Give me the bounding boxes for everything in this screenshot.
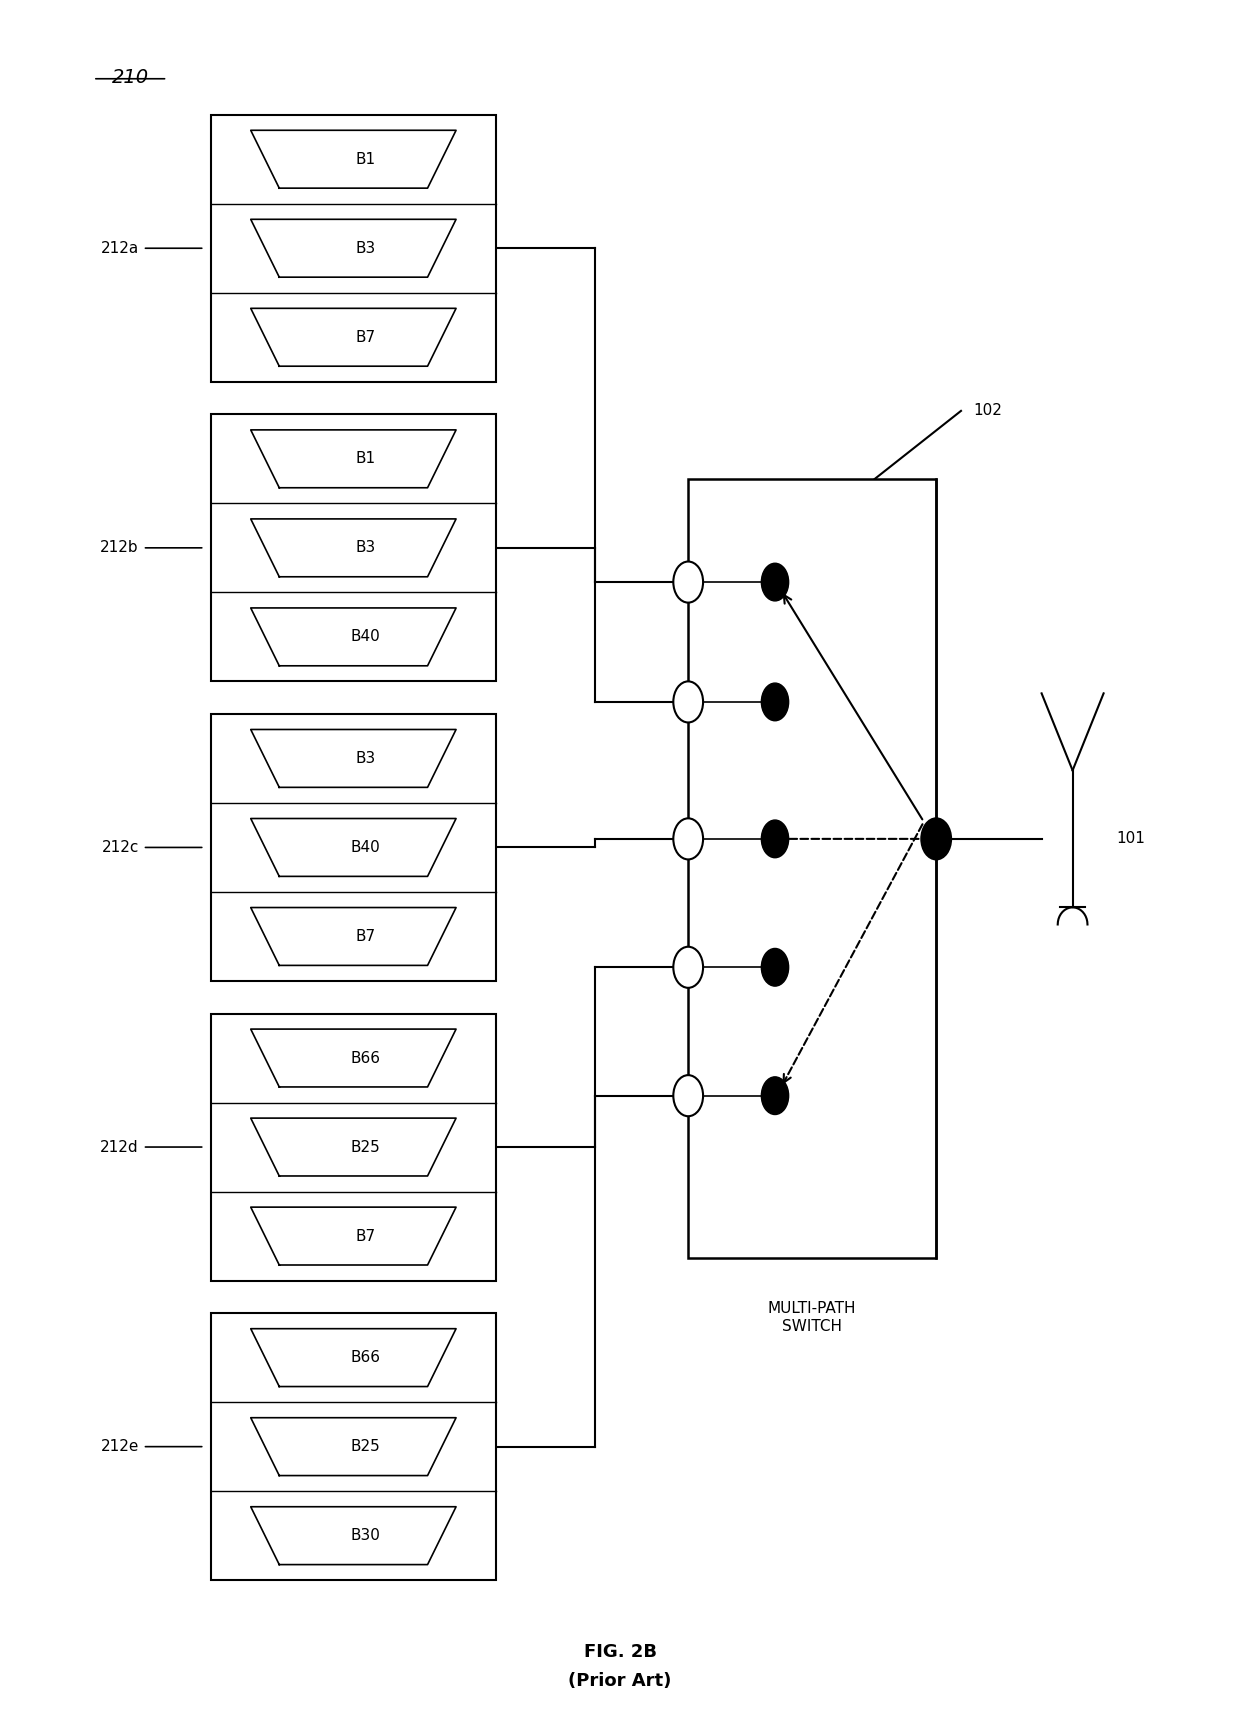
Circle shape [761, 820, 789, 858]
Text: 212d: 212d [100, 1140, 139, 1154]
Circle shape [761, 563, 789, 601]
Text: B1: B1 [356, 152, 376, 166]
Text: B7: B7 [356, 1229, 376, 1243]
Text: (Prior Art): (Prior Art) [568, 1673, 672, 1690]
Text: 102: 102 [973, 404, 1002, 418]
Text: 212a: 212a [100, 241, 139, 255]
Circle shape [761, 1077, 789, 1115]
Bar [211, 714, 496, 981]
Text: B25: B25 [351, 1140, 381, 1154]
Text: B40: B40 [351, 630, 381, 644]
Circle shape [673, 947, 703, 988]
Circle shape [761, 948, 789, 986]
Text: 212c: 212c [102, 841, 139, 854]
Circle shape [761, 683, 789, 721]
Bar [211, 115, 496, 382]
Text: B7: B7 [356, 930, 376, 943]
Text: 212e: 212e [100, 1440, 139, 1453]
Bar [211, 1014, 496, 1281]
Text: B3: B3 [356, 541, 376, 555]
Bar [211, 1313, 496, 1580]
Text: B7: B7 [356, 330, 376, 344]
Text: 101: 101 [1116, 832, 1145, 846]
Text: B25: B25 [351, 1440, 381, 1453]
Text: B40: B40 [351, 841, 381, 854]
Text: B66: B66 [351, 1351, 381, 1364]
Text: B66: B66 [351, 1051, 381, 1065]
Bar [688, 479, 936, 1258]
Text: B1: B1 [356, 452, 376, 466]
Circle shape [673, 1075, 703, 1116]
Text: B30: B30 [351, 1529, 381, 1543]
Text: FIG. 2B: FIG. 2B [584, 1644, 656, 1661]
Text: B3: B3 [356, 752, 376, 765]
Circle shape [673, 681, 703, 722]
Circle shape [673, 562, 703, 603]
Bar [211, 414, 496, 681]
Text: 210: 210 [112, 68, 149, 87]
Text: 212b: 212b [100, 541, 139, 555]
Text: MULTI-PATH
SWITCH: MULTI-PATH SWITCH [768, 1301, 857, 1334]
Text: B3: B3 [356, 241, 376, 255]
Circle shape [673, 818, 703, 859]
Circle shape [921, 818, 951, 859]
